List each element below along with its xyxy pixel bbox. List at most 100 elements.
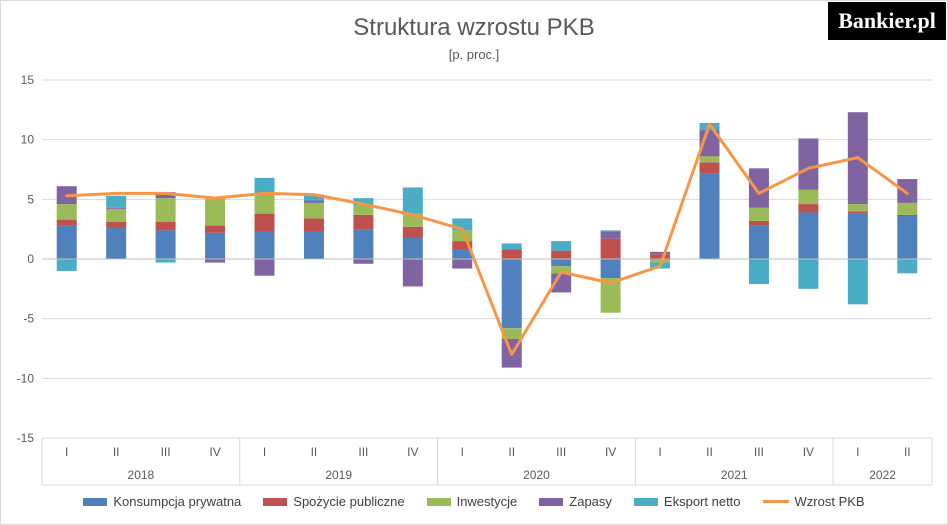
bar-segment-government <box>205 225 226 233</box>
bar-layer <box>56 112 918 368</box>
x-tick-label: III <box>556 445 566 459</box>
bar-segment-investment <box>254 195 275 214</box>
bar-segment-government <box>452 241 473 250</box>
bar-segment-consumption <box>897 216 918 259</box>
bar-segment-net_exports <box>303 194 324 201</box>
bar-segment-net_exports <box>897 259 918 274</box>
y-tick-label: -15 <box>17 431 35 445</box>
bar-segment-inventories <box>600 231 621 239</box>
bar-segment-net_exports <box>798 259 819 289</box>
bar-segment-consumption <box>353 229 374 259</box>
bar-segment-government <box>650 254 671 259</box>
y-tick-label: 10 <box>21 133 35 147</box>
bar-segment-consumption <box>303 231 324 259</box>
legend-item-inventories: Zapasy <box>539 494 612 509</box>
bar-segment-government <box>501 249 522 259</box>
y-tick-label: 15 <box>21 73 35 87</box>
x-tick-label: IV <box>407 445 418 459</box>
bar-segment-consumption <box>155 230 176 259</box>
bar-segment-inventories <box>748 168 769 208</box>
bar-segment-net_exports <box>56 259 77 271</box>
legend-swatch-consumption <box>83 497 108 506</box>
bar-segment-net_exports <box>254 177 275 196</box>
bar-segment-inventories <box>205 259 226 263</box>
bar-segment-government <box>155 222 176 231</box>
x-tick-label: III <box>161 445 171 459</box>
bar-segment-government <box>303 218 324 232</box>
bar-segment-inventories <box>106 207 127 209</box>
year-group-label: 2022 <box>869 468 896 482</box>
bar-segment-investment <box>798 189 819 205</box>
x-tick-label: II <box>904 445 911 459</box>
x-tick-label: III <box>754 445 764 459</box>
bar-segment-inventories <box>353 259 374 264</box>
x-tick-label: II <box>311 445 318 459</box>
bar-segment-investment <box>897 202 918 215</box>
year-group-label: 2019 <box>325 468 352 482</box>
x-tick-label: I <box>263 445 266 459</box>
bar-segment-investment <box>650 260 671 263</box>
year-group-label: 2018 <box>128 468 155 482</box>
legend-swatch-inventories <box>539 497 564 506</box>
x-tick-label: II <box>706 445 713 459</box>
bar-segment-net_exports <box>402 187 423 214</box>
x-tick-label: I <box>461 445 464 459</box>
bar-segment-consumption <box>847 213 868 259</box>
bar-segment-investment <box>106 208 127 223</box>
bar-segment-consumption <box>798 212 819 259</box>
bar-segment-consumption <box>205 232 226 259</box>
bar-segment-inventories <box>254 259 275 276</box>
bar-segment-net_exports <box>748 259 769 285</box>
legend-label-consumption: Konsumpcja prywatna <box>113 494 242 509</box>
bar-segment-consumption <box>699 173 720 259</box>
x-tick-label: III <box>358 445 368 459</box>
bar-segment-investment <box>155 198 176 223</box>
bar-segment-investment <box>56 204 77 220</box>
bar-segment-government <box>847 211 868 214</box>
gdp-growth-line <box>65 122 909 356</box>
bar-segment-government <box>402 226 423 238</box>
bar-segment-inventories <box>798 138 819 190</box>
bar-segment-net_exports <box>452 218 473 231</box>
bar-segment-consumption <box>402 237 423 259</box>
bar-segment-government <box>600 238 621 259</box>
bar-segment-consumption <box>748 225 769 259</box>
bar-segment-investment <box>452 230 473 242</box>
bar-segment-consumption <box>650 259 671 261</box>
bar-segment-investment <box>699 156 720 163</box>
bar-segment-inventories <box>402 259 423 287</box>
bar-segment-investment <box>551 266 572 274</box>
bar-segment-consumption <box>452 249 473 259</box>
line-layer <box>65 122 909 356</box>
bar-segment-government <box>748 220 769 226</box>
legend-label-inventories: Zapasy <box>569 494 612 509</box>
chart-subtitle: [p. proc.] <box>448 47 500 62</box>
bar-segment-net_exports <box>155 259 176 263</box>
bar-segment-investment <box>600 278 621 313</box>
bar-segment-inventories <box>303 200 324 203</box>
bar-segment-government <box>699 162 720 174</box>
chart-title: Struktura wzrostu PKB <box>353 14 595 41</box>
legend-label-gdp-growth: Wzrost PKB <box>794 494 865 509</box>
bar-segment-government <box>254 213 275 232</box>
bar-segment-investment <box>748 207 769 221</box>
bar-segment-investment <box>847 204 868 212</box>
bar-segment-net_exports <box>501 243 522 250</box>
legend-item-net-exports: Eksport netto <box>633 494 741 509</box>
bar-segment-net_exports <box>600 230 621 232</box>
bar-segment-inventories <box>897 179 918 203</box>
legend-swatch-investment <box>426 497 451 506</box>
bar-segment-government <box>798 204 819 213</box>
bar-segment-inventories <box>650 251 671 255</box>
legend-swatch-gdp-growth <box>762 500 789 503</box>
bar-segment-net_exports <box>106 195 127 208</box>
bar-segment-consumption <box>600 259 621 279</box>
legend-item-government: Spożycie publiczne <box>263 494 405 509</box>
year-group-label: 2021 <box>721 468 748 482</box>
bar-segment-consumption <box>254 231 275 259</box>
legend-label-net-exports: Eksport netto <box>663 494 741 509</box>
bar-segment-consumption <box>106 227 127 259</box>
x-tick-label: I <box>856 445 859 459</box>
bar-segment-government <box>897 214 918 217</box>
